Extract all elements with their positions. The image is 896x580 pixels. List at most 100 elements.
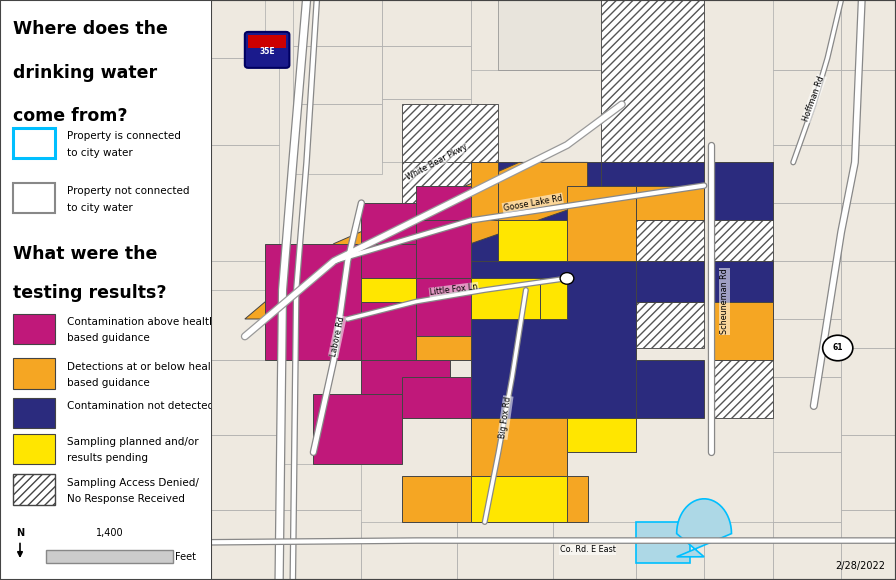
Polygon shape	[772, 319, 841, 377]
Polygon shape	[280, 464, 361, 510]
Polygon shape	[676, 499, 731, 557]
Polygon shape	[314, 394, 402, 464]
Polygon shape	[704, 522, 772, 580]
Polygon shape	[635, 360, 704, 418]
Text: Scheuneman Rd: Scheuneman Rd	[720, 269, 729, 335]
Text: 61: 61	[832, 343, 843, 353]
FancyBboxPatch shape	[13, 183, 55, 213]
Polygon shape	[841, 203, 896, 261]
FancyBboxPatch shape	[248, 35, 286, 48]
Text: 1,400: 1,400	[96, 528, 124, 538]
Polygon shape	[211, 58, 280, 145]
Polygon shape	[361, 278, 416, 302]
Polygon shape	[211, 290, 280, 360]
Polygon shape	[265, 244, 361, 360]
Polygon shape	[361, 302, 416, 360]
Polygon shape	[293, 104, 382, 174]
Polygon shape	[245, 162, 588, 319]
Polygon shape	[772, 452, 841, 522]
Text: Big Fox Rd: Big Fox Rd	[498, 396, 513, 439]
Polygon shape	[553, 522, 635, 580]
Polygon shape	[293, 0, 382, 46]
Polygon shape	[711, 302, 772, 360]
FancyBboxPatch shape	[245, 32, 289, 68]
Polygon shape	[588, 394, 635, 452]
Polygon shape	[841, 348, 896, 435]
Polygon shape	[211, 0, 265, 58]
Polygon shape	[382, 99, 471, 162]
Text: Sampling Access Denied/: Sampling Access Denied/	[67, 477, 199, 488]
Polygon shape	[635, 302, 704, 348]
Polygon shape	[402, 377, 471, 418]
FancyBboxPatch shape	[47, 550, 173, 563]
Text: based guidance: based guidance	[67, 378, 151, 388]
Polygon shape	[471, 220, 519, 261]
Text: Contamination not detected: Contamination not detected	[67, 401, 214, 411]
Polygon shape	[498, 220, 567, 261]
Text: drinking water: drinking water	[13, 64, 157, 82]
Text: No Response Received: No Response Received	[67, 494, 185, 504]
Polygon shape	[498, 0, 601, 70]
Text: White Bear Pkwy: White Bear Pkwy	[405, 143, 469, 182]
Polygon shape	[772, 377, 841, 452]
Polygon shape	[334, 302, 471, 360]
Polygon shape	[711, 162, 772, 418]
Text: based guidance: based guidance	[67, 333, 151, 343]
FancyBboxPatch shape	[13, 128, 55, 158]
Polygon shape	[416, 220, 471, 278]
Text: Goose Lake Rd: Goose Lake Rd	[503, 193, 563, 213]
Polygon shape	[841, 261, 896, 348]
Polygon shape	[772, 522, 841, 580]
Polygon shape	[841, 435, 896, 510]
Polygon shape	[211, 435, 280, 510]
Polygon shape	[567, 186, 635, 261]
Polygon shape	[471, 162, 498, 220]
Text: Feet: Feet	[175, 552, 195, 562]
Polygon shape	[711, 261, 772, 302]
Polygon shape	[841, 510, 896, 580]
Polygon shape	[471, 261, 635, 418]
Polygon shape	[772, 70, 841, 145]
Polygon shape	[635, 522, 704, 580]
Polygon shape	[635, 186, 704, 220]
Polygon shape	[601, 0, 704, 162]
Polygon shape	[841, 70, 896, 145]
Text: to city water: to city water	[67, 202, 134, 213]
Polygon shape	[361, 244, 416, 302]
Polygon shape	[772, 145, 841, 203]
Polygon shape	[567, 418, 635, 452]
Text: Property not connected: Property not connected	[67, 186, 190, 197]
Text: 2/28/2022: 2/28/2022	[836, 561, 886, 571]
Text: come from?: come from?	[13, 107, 127, 125]
Polygon shape	[457, 522, 553, 580]
Circle shape	[560, 273, 573, 284]
Text: Hoffman Rd: Hoffman Rd	[801, 75, 826, 122]
FancyBboxPatch shape	[13, 358, 55, 389]
Text: testing results?: testing results?	[13, 284, 166, 302]
Polygon shape	[841, 0, 896, 70]
Polygon shape	[498, 435, 567, 476]
Text: What were the: What were the	[13, 245, 157, 263]
Polygon shape	[635, 261, 704, 302]
FancyBboxPatch shape	[13, 314, 55, 344]
Polygon shape	[416, 186, 471, 220]
Polygon shape	[211, 510, 280, 580]
Polygon shape	[361, 522, 457, 580]
Polygon shape	[588, 348, 635, 394]
Polygon shape	[211, 360, 280, 435]
Circle shape	[823, 335, 853, 361]
FancyBboxPatch shape	[13, 398, 55, 428]
Text: to city water: to city water	[67, 147, 134, 158]
Text: Co. Rd. E East: Co. Rd. E East	[560, 545, 616, 554]
Text: Property is connected: Property is connected	[67, 131, 181, 142]
Polygon shape	[498, 162, 601, 220]
Polygon shape	[601, 0, 656, 70]
Polygon shape	[601, 162, 704, 186]
Polygon shape	[498, 476, 588, 522]
Polygon shape	[382, 46, 471, 99]
Polygon shape	[471, 0, 539, 70]
Polygon shape	[211, 0, 896, 580]
Polygon shape	[402, 104, 498, 162]
Polygon shape	[361, 203, 416, 244]
Text: 35E: 35E	[259, 46, 275, 56]
